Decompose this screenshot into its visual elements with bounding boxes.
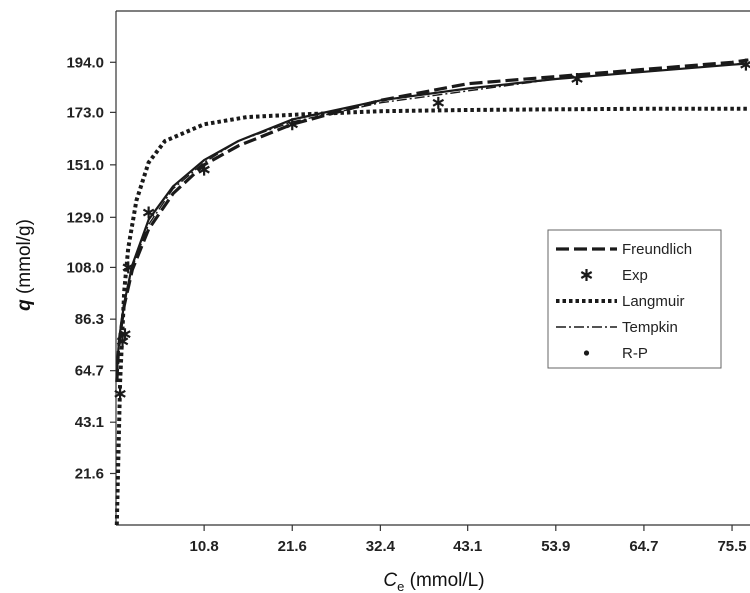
exp-data-point <box>198 163 210 176</box>
y-axis-title: q (mmol/g) <box>14 219 35 311</box>
y-tick-label: 151.0 <box>66 157 104 174</box>
legend-tempkin-label: Tempkin <box>622 319 678 336</box>
x-tick-label: 53.9 <box>541 538 570 555</box>
y-tick-label: 129.0 <box>66 209 104 226</box>
exp-data-point <box>122 261 134 274</box>
y-tick-label: 173.0 <box>66 104 104 121</box>
legend-items: Freundlich Exp Langmuir Tempkin R-P <box>556 241 692 362</box>
x-tick-label: 10.8 <box>190 538 219 555</box>
exp-data-point <box>432 96 445 109</box>
y-tick-label: 194.0 <box>66 54 104 71</box>
y-tick-label: 43.1 <box>75 414 104 431</box>
x-tick-label: 64.7 <box>629 538 658 555</box>
x-tick-label: 21.6 <box>278 538 307 555</box>
x-axis-title-subscript: e <box>397 579 404 593</box>
legend: Freundlich Exp Langmuir Tempkin R-P <box>547 229 722 369</box>
series-langmuir-line <box>114 106 749 526</box>
x-axis-title: Ce (mmol/L) <box>383 570 484 593</box>
legend-freundlich-label: Freundlich <box>622 241 692 258</box>
x-tick-label: 75.5 <box>717 538 746 555</box>
exp-data-point <box>119 328 131 341</box>
x-tick-group: 10.8 21.6 32.4 43.1 53.9 64.7 75.5 <box>190 525 747 555</box>
x-tick-label: 43.1 <box>453 538 482 555</box>
plot-area: 21.6 43.1 64.7 86.3 108.0 129.0 151.0 173.0 194.… <box>66 10 750 555</box>
x-axis-title-symbol: C <box>383 570 397 591</box>
y-axis-title-symbol: q <box>14 299 35 311</box>
y-tick-label: 86.3 <box>75 311 104 328</box>
y-tick-label: 108.0 <box>66 259 104 276</box>
series-layer <box>114 58 750 526</box>
y-tick-label: 21.6 <box>75 465 104 482</box>
legend-exp-label: Exp <box>622 267 648 284</box>
y-tick-label: 64.7 <box>75 363 104 380</box>
legend-r-p-swatch <box>583 350 590 356</box>
legend-r-p-label: R-P <box>622 345 648 362</box>
x-tick-label: 32.4 <box>366 538 396 555</box>
exp-data-point <box>571 72 583 85</box>
legend-exp-swatch <box>580 269 593 281</box>
x-axis-title-unit: (mmol/L) <box>404 570 484 591</box>
exp-data-point <box>286 118 298 131</box>
series-r-p-line <box>115 62 749 378</box>
y-axis-title-unit: (mmol/g) <box>14 219 35 299</box>
legend-langmuir-label: Langmuir <box>622 293 685 310</box>
exp-data-point <box>142 206 155 219</box>
y-tick-group: 21.6 43.1 64.7 86.3 108.0 129.0 151.0 173.0 194.… <box>66 54 116 482</box>
